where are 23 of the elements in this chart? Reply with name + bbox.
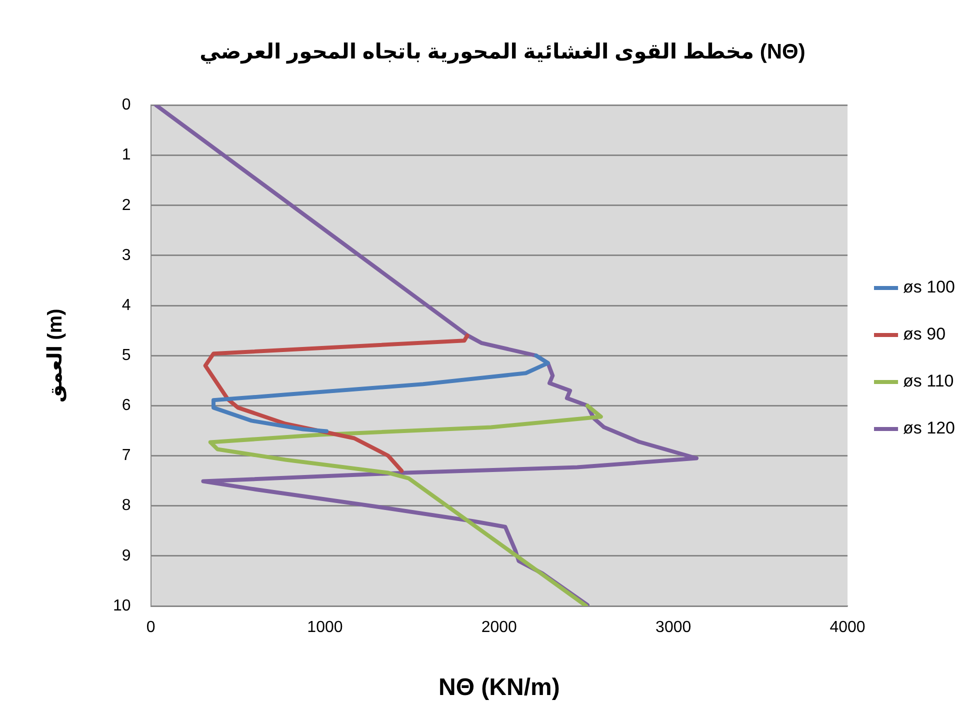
y-tick-label: 10 bbox=[113, 597, 131, 614]
y-tick-label: 5 bbox=[122, 347, 131, 364]
y-axis-title: العمق (m) bbox=[44, 308, 67, 402]
x-tick-label: 4000 bbox=[830, 619, 866, 636]
legend-label: øs 100 bbox=[903, 278, 956, 297]
y-tick-label: 4 bbox=[122, 296, 131, 314]
legend-label: øs 110 bbox=[903, 372, 954, 391]
x-axis-title: NΘ (KN/m) bbox=[438, 674, 560, 702]
chart-title: مخطط القوى الغشائية المحورية باتجاه المحور العرضي (NΘ) bbox=[200, 40, 806, 64]
y-tick-label: 1 bbox=[122, 146, 131, 164]
x-tick-label: 0 bbox=[146, 619, 156, 636]
y-tick-label: 0 bbox=[122, 96, 131, 114]
y-tick-label: 2 bbox=[122, 196, 131, 214]
x-tick-label: 2000 bbox=[481, 619, 518, 636]
x-tick-label: 3000 bbox=[656, 619, 692, 636]
legend-label: øs 90 bbox=[903, 324, 946, 344]
legend-label: øs 120 bbox=[903, 418, 956, 438]
x-tick-label: 1000 bbox=[307, 619, 343, 636]
y-tick-label: 6 bbox=[122, 397, 131, 414]
y-tick-label: 8 bbox=[122, 497, 131, 514]
y-tick-label: 9 bbox=[122, 547, 131, 564]
y-tick-label: 3 bbox=[122, 246, 131, 264]
y-tick-label: 7 bbox=[122, 447, 131, 464]
